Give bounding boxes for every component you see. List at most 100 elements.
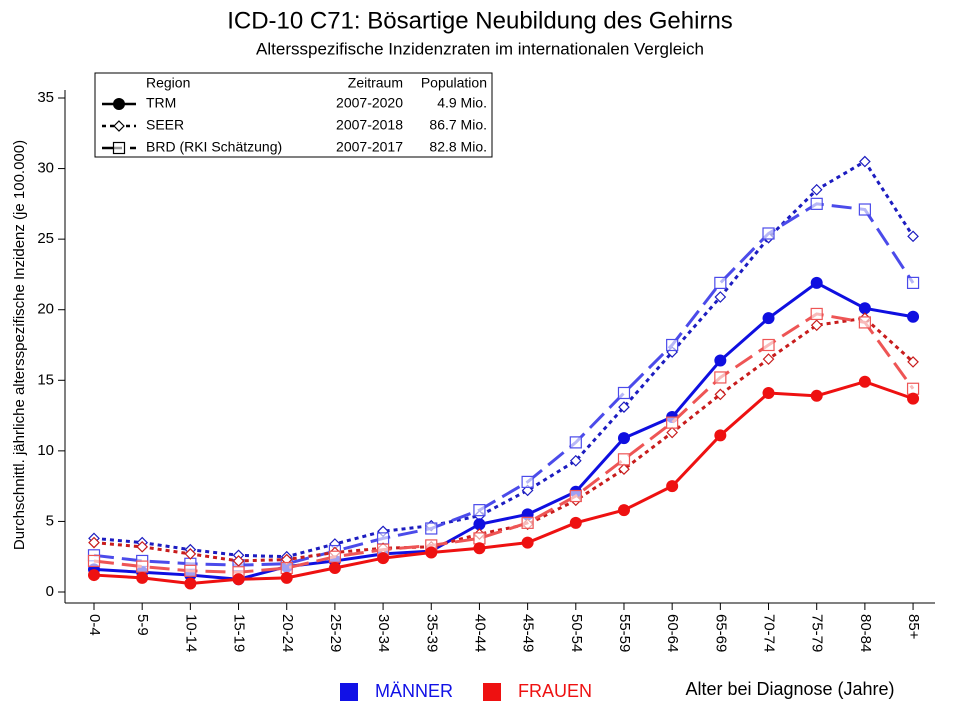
marker [376, 532, 390, 545]
marker [714, 388, 727, 401]
legend-label: BRD (RKI Schätzung) [146, 139, 282, 155]
marker [521, 475, 534, 489]
marker [714, 371, 727, 384]
marker [666, 416, 679, 429]
marker [136, 571, 149, 584]
chart-subtitle: Altersspezifische Inzidenzraten im inter… [256, 39, 704, 58]
x-tick-label: 65-69 [712, 614, 729, 652]
legend-header: Population [421, 75, 487, 91]
marker [280, 561, 293, 575]
marker [858, 375, 871, 388]
x-tick-label: 40-44 [471, 614, 488, 652]
marker [714, 354, 727, 367]
legend-swatch [340, 683, 358, 701]
marker [810, 307, 823, 321]
y-tick-label: 20 [37, 301, 54, 318]
legend-label: FRAUEN [518, 681, 592, 701]
marker [666, 426, 679, 439]
x-tick-label: 55-59 [616, 614, 633, 652]
marker [907, 230, 919, 243]
x-tick-label: 0-4 [86, 614, 103, 636]
marker [569, 516, 582, 529]
y-tick-label: 15 [37, 371, 54, 388]
x-axis-label: Alter bei Diagnose (Jahre) [685, 679, 894, 699]
y-tick-label: 0 [46, 583, 54, 600]
legend-swatch [483, 683, 501, 701]
marker [473, 518, 486, 531]
marker [666, 338, 679, 352]
marker [858, 203, 871, 216]
x-tick-label: 15-19 [231, 614, 248, 652]
x-tick-label: 30-34 [375, 614, 392, 652]
x-tick-label: 85+ [905, 614, 922, 640]
marker [280, 571, 293, 584]
marker [617, 432, 630, 445]
marker [617, 453, 631, 466]
marker [88, 569, 100, 582]
y-tick-label: 25 [37, 230, 54, 247]
x-tick-label: 20-24 [279, 614, 296, 652]
x-tick-label: 60-64 [664, 614, 681, 652]
marker [473, 504, 486, 517]
marker [377, 552, 390, 565]
marker [328, 562, 341, 575]
marker [859, 155, 871, 168]
marker [666, 480, 679, 493]
series-line [93, 202, 915, 567]
marker [521, 484, 534, 497]
x-tick-label: 5-9 [134, 614, 151, 636]
legend-population: 86.7 Mio. [429, 117, 487, 133]
legend-period: 2007-2020 [336, 95, 403, 111]
marker [858, 316, 871, 329]
legend-box [94, 72, 493, 158]
marker [473, 532, 486, 545]
x-tick-label: 80-84 [857, 614, 874, 652]
marker [907, 392, 920, 405]
legend-label: SEER [146, 117, 184, 133]
marker [112, 141, 126, 155]
marker [473, 542, 486, 555]
series-line [93, 316, 915, 563]
marker [714, 276, 727, 289]
marker [810, 276, 823, 289]
x-tick-label: 50-54 [568, 614, 585, 652]
y-tick-label: 35 [37, 89, 54, 106]
marker [425, 522, 438, 535]
x-tick-label: 75-79 [809, 614, 826, 652]
marker [618, 401, 630, 413]
series-line [93, 312, 915, 574]
marker [521, 536, 534, 549]
y-axis-label: Durchschnittl. jährliche altersspezifisc… [11, 140, 28, 550]
marker [617, 386, 631, 400]
marker [87, 554, 101, 568]
legend-label: MÄNNER [375, 681, 453, 701]
marker [762, 312, 775, 325]
legend-period: 2007-2017 [336, 139, 403, 155]
marker [762, 338, 775, 352]
marker [569, 436, 582, 449]
y-tick-label: 5 [46, 512, 54, 529]
marker [906, 276, 920, 289]
marker [810, 183, 823, 196]
marker [88, 536, 100, 549]
marker [425, 546, 438, 559]
marker [907, 310, 920, 323]
chart-title: ICD-10 C71: Bösartige Neubildung des Geh… [227, 7, 733, 34]
legend-population: 82.8 Mio. [429, 139, 487, 155]
marker [184, 548, 197, 560]
series-line [93, 159, 915, 559]
marker [328, 550, 341, 563]
marker [232, 555, 245, 567]
marker [569, 489, 582, 503]
series-line [93, 281, 914, 581]
marker [184, 577, 197, 590]
marker [618, 463, 630, 476]
marker [184, 564, 197, 577]
legend-period: 2007-2018 [336, 117, 403, 133]
marker [907, 356, 919, 368]
marker [232, 573, 245, 586]
legend-population: 4.9 Mio. [437, 95, 487, 111]
marker [762, 227, 775, 240]
x-tick-label: 10-14 [182, 614, 199, 652]
